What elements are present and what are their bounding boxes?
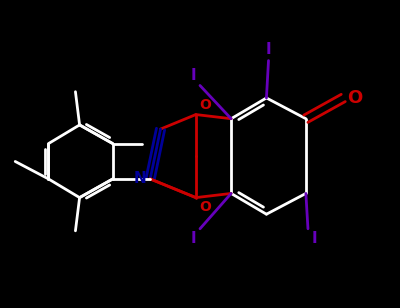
Text: N: N — [134, 172, 147, 186]
Text: O: O — [199, 99, 211, 112]
Text: O: O — [199, 200, 211, 214]
Text: I: I — [191, 68, 197, 83]
Text: I: I — [266, 42, 271, 57]
Text: O: O — [348, 89, 363, 107]
Text: I: I — [311, 231, 317, 246]
Text: I: I — [191, 231, 197, 246]
